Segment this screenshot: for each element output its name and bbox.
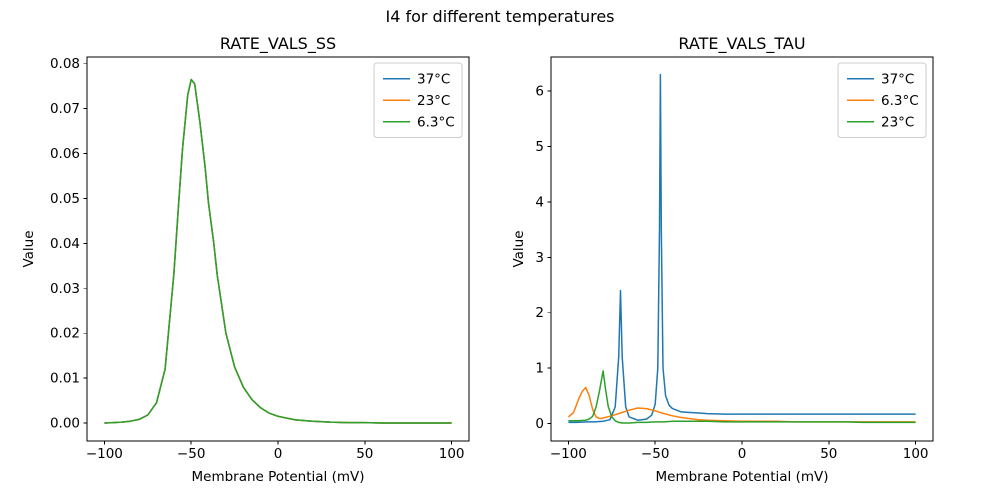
plot-title-tau: RATE_VALS_TAU	[678, 34, 805, 54]
subplot-rate-vals-tau: RATE_VALS_TAU Membrane Potential (mV) Va…	[511, 34, 934, 485]
subplot-rate-vals-ss: RATE_VALS_SS Membrane Potential (mV) Val…	[21, 34, 470, 485]
x-tick-label: −50	[177, 446, 206, 462]
x-tick-label: 0	[274, 446, 283, 462]
legend-label: 37°C	[417, 71, 450, 87]
y-tick-label: 0.07	[50, 101, 80, 117]
y-tick-label: 3	[535, 250, 544, 266]
x-tick-label: 50	[820, 446, 837, 462]
x-tick-label: 0	[738, 446, 747, 462]
series-line-23°C	[568, 370, 916, 424]
y-tick-label: 0.08	[50, 56, 80, 72]
y-tick-label: 0.00	[50, 416, 80, 432]
series-line-37°C	[568, 73, 916, 424]
legend-label: 23°C	[881, 114, 914, 130]
legend-box	[837, 62, 927, 138]
series-line-6.3°C	[104, 78, 452, 424]
x-tick-label: −100	[550, 446, 587, 462]
legend-label: 6.3°C	[881, 93, 919, 109]
y-axis-label-ss: Value	[21, 230, 37, 267]
y-tick-label: 0.04	[50, 236, 80, 252]
x-axis-label-tau: Membrane Potential (mV)	[655, 469, 828, 485]
y-tick-label: 0.06	[50, 146, 80, 162]
y-tick-label: 0.01	[50, 371, 80, 387]
y-tick-label: 1	[535, 361, 544, 377]
legend-label: 37°C	[881, 71, 914, 87]
x-tick-label: 100	[903, 446, 929, 462]
y-tick-label: 0.05	[50, 191, 80, 207]
y-tick-label: 4	[535, 194, 544, 210]
x-tick-label: 100	[439, 446, 465, 462]
plot-area-ss: −100 −50 0 50 100 0.00 0.01 0.02 0.03 0.04 0.05 0.0…	[50, 56, 470, 462]
plot-title-ss: RATE_VALS_SS	[220, 34, 336, 54]
y-tick-label: 5	[535, 139, 544, 155]
y-tick-label: 0.03	[50, 281, 80, 297]
legend-label: 23°C	[417, 93, 450, 109]
figure-suptitle: I4 for different temperatures	[385, 7, 614, 26]
series-line-6.3°C	[567, 386, 916, 423]
x-tick-label: 50	[356, 446, 373, 462]
legend-box	[373, 62, 463, 138]
x-tick-label: −50	[641, 446, 670, 462]
plot-area-tau: −100 −50 0 50 100 0 1 2 3 4 5 6 37°C 6.3°C 23°C	[535, 56, 934, 462]
y-tick-label: 0	[535, 416, 544, 432]
y-tick-label: 6	[535, 84, 544, 100]
y-tick-label: 0.02	[50, 326, 80, 342]
y-tick-label: 2	[535, 305, 544, 321]
x-axis-label-ss: Membrane Potential (mV)	[191, 469, 364, 485]
y-axis-label-tau: Value	[511, 230, 527, 267]
x-tick-label: −100	[86, 446, 123, 462]
legend-label: 6.3°C	[417, 114, 455, 130]
